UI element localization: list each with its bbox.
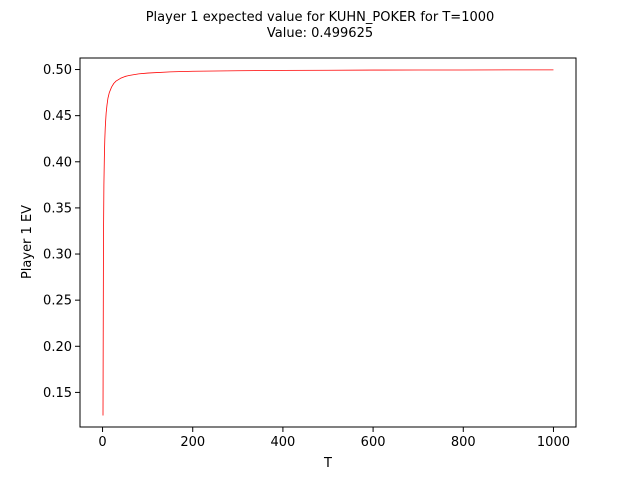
chart-subtitle: Value: 0.499625 xyxy=(267,26,373,41)
x-tick-label: 600 xyxy=(361,435,386,450)
y-tick-label: 0.35 xyxy=(43,201,72,216)
y-tick-label: 0.30 xyxy=(43,248,72,263)
series-line xyxy=(102,69,554,416)
x-tick-label: 0 xyxy=(98,435,106,450)
chart-title: Player 1 expected value for KUHN_POKER f… xyxy=(146,10,495,25)
x-tick-label: 400 xyxy=(270,435,295,450)
y-tick-label: 0.25 xyxy=(43,294,72,309)
series-layer xyxy=(102,69,554,416)
plot-area-frame xyxy=(79,57,577,428)
x-axis: 0 200 400 600 800 1000 xyxy=(98,427,570,450)
y-axis-label: Player 1 EV xyxy=(20,205,35,279)
y-tick-label: 0.20 xyxy=(43,340,72,355)
y-tick-label: 0.40 xyxy=(43,155,72,170)
x-tick-label: 1000 xyxy=(537,435,570,450)
x-axis-label: T xyxy=(323,456,332,471)
x-tick-label: 800 xyxy=(451,435,476,450)
y-tick-label: 0.50 xyxy=(43,63,72,78)
x-tick-label: 200 xyxy=(180,435,205,450)
y-axis: 0.15 0.20 0.25 0.30 0.35 0.40 0.45 0.50 xyxy=(43,63,80,401)
y-tick-label: 0.15 xyxy=(43,386,72,401)
y-tick-label: 0.45 xyxy=(43,109,72,124)
